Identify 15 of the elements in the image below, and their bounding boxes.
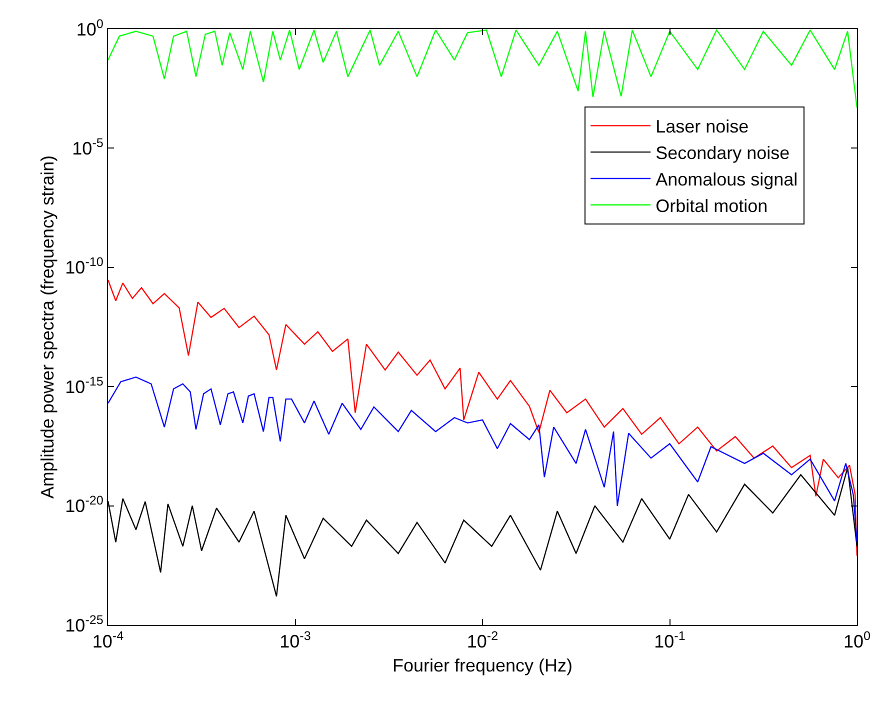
x-axis-title: Fourier frequency (Hz) xyxy=(392,656,573,676)
y-tick-label: 10$^{-15}$ xyxy=(65,374,104,397)
y-tick-label: 10$^{-5}$ xyxy=(72,136,104,158)
y-tick-label: 10$^{-20}$ xyxy=(65,494,104,516)
legend-label: Laser noise xyxy=(656,116,749,137)
legend-label: Secondary noise xyxy=(656,143,790,164)
x-tick-label: 10$^{0}$ xyxy=(843,629,871,652)
y-axis-title: Amplitude power spectra (frequency strain) xyxy=(37,155,58,499)
y-tick-label: 10$^{0}$ xyxy=(76,16,104,40)
x-tick-label: 10$^{-1}$ xyxy=(654,629,686,652)
x-tick-label: 10$^{-2}$ xyxy=(466,629,498,652)
legend-label: Orbital motion xyxy=(656,196,768,216)
y-tick-label: 10$^{-10}$ xyxy=(65,255,104,278)
legend-label: Anomalous signal xyxy=(656,170,798,190)
x-tick-label: 10$^{-3}$ xyxy=(280,629,311,652)
